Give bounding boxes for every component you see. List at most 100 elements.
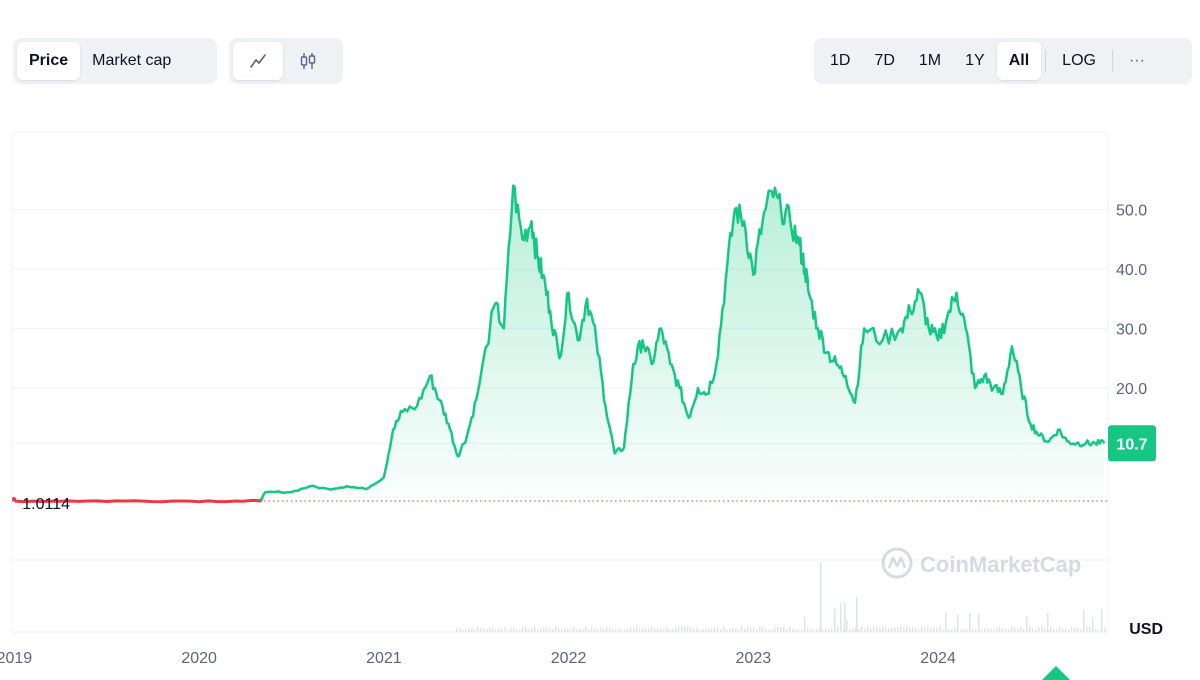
- volume-bar: [993, 629, 995, 632]
- y-tick-label: 50.0: [1116, 202, 1147, 219]
- tab-market-cap[interactable]: Market cap: [92, 52, 172, 69]
- volume-bar: [723, 626, 725, 632]
- volume-bar: [636, 626, 638, 632]
- volume-bar: [774, 627, 776, 632]
- volume-bar: [627, 628, 629, 632]
- volume-bar: [810, 628, 812, 632]
- volume-bar: [822, 629, 824, 632]
- volume-bar: [633, 627, 635, 632]
- volume-bar: [856, 597, 858, 632]
- volume-bar: [699, 629, 701, 632]
- volume-bar: [825, 627, 827, 632]
- volume-bar: [927, 627, 929, 632]
- volume-bar: [855, 627, 857, 632]
- volume-bar: [1059, 626, 1061, 632]
- scroll-handle-icon[interactable]: [1042, 666, 1070, 680]
- volume-bar: [813, 629, 815, 632]
- candlestick-button[interactable]: [283, 42, 333, 80]
- volume-bar: [879, 628, 881, 632]
- volume-bars: [456, 562, 1106, 632]
- volume-bar: [867, 626, 869, 632]
- volume-bar: [1044, 628, 1046, 632]
- volume-bar: [846, 619, 848, 632]
- volume-bar: [744, 628, 746, 632]
- volume-bar: [480, 627, 482, 632]
- volume-bar: [1104, 627, 1106, 632]
- volume-bar: [639, 628, 641, 632]
- metric-tabs: Price Market cap: [13, 38, 217, 84]
- volume-bar: [957, 614, 959, 632]
- range-1m[interactable]: 1M: [918, 52, 942, 69]
- volume-bar: [1026, 617, 1028, 632]
- volume-bar: [990, 628, 992, 632]
- volume-bar: [1095, 629, 1097, 632]
- volume-bar: [657, 628, 659, 632]
- volume-bar: [1101, 609, 1103, 632]
- volume-bar: [963, 629, 965, 632]
- volume-bar: [531, 628, 533, 632]
- log-scale-toggle[interactable]: LOG: [1062, 52, 1096, 69]
- volume-bar: [558, 628, 560, 632]
- volume-bar: [861, 626, 863, 632]
- volume-bar: [966, 629, 968, 632]
- volume-bar: [1020, 627, 1022, 632]
- volume-bar: [1017, 628, 1019, 632]
- line-chart-icon: [250, 54, 266, 68]
- volume-bar: [1071, 626, 1073, 632]
- volume-bar: [987, 628, 989, 632]
- x-tick-label: 2022: [551, 650, 587, 667]
- volume-bar: [570, 629, 572, 632]
- more-options-button[interactable]: ···: [1128, 52, 1145, 69]
- current-price-label: 10.7: [1116, 436, 1147, 453]
- volume-bar: [951, 629, 953, 632]
- volume-bar: [507, 629, 509, 632]
- volume-bar: [900, 626, 902, 632]
- volume-bar: [876, 627, 878, 632]
- volume-bar: [678, 626, 680, 632]
- tab-price[interactable]: Price: [17, 42, 81, 80]
- volume-bar: [747, 626, 749, 632]
- range-all[interactable]: All: [996, 42, 1042, 80]
- y-tick-label: 30.0: [1116, 321, 1147, 338]
- volume-bar: [465, 629, 467, 632]
- volume-bar: [870, 628, 872, 632]
- volume-bar: [687, 626, 689, 632]
- volume-bar: [603, 628, 605, 632]
- volume-bar: [1086, 626, 1088, 632]
- range-1y[interactable]: 1Y: [965, 52, 985, 69]
- volume-bar: [1029, 626, 1031, 632]
- volume-bar: [1089, 626, 1091, 632]
- volume-bar: [726, 629, 728, 632]
- volume-bar: [828, 628, 830, 632]
- volume-bar: [834, 608, 836, 632]
- volume-bar: [609, 627, 611, 632]
- volume-bar: [729, 628, 731, 632]
- volume-bar: [795, 629, 797, 632]
- volume-bar: [753, 628, 755, 632]
- volume-bar: [864, 628, 866, 632]
- volume-bar: [642, 628, 644, 632]
- volume-bar: [849, 629, 851, 632]
- volume-bar: [844, 602, 846, 632]
- volume-bar: [504, 627, 506, 632]
- volume-bar: [978, 613, 980, 632]
- price-line-above-reference: [259, 184, 1106, 502]
- volume-bar: [1047, 612, 1049, 632]
- x-tick-label: 2019: [0, 650, 32, 667]
- plot-frame: [11, 131, 1109, 633]
- volume-bar: [471, 627, 473, 632]
- volume-bar: [567, 628, 569, 632]
- volume-bar: [858, 628, 860, 632]
- volume-bar: [816, 629, 818, 632]
- range-7d[interactable]: 7D: [874, 52, 895, 69]
- volume-bar: [618, 628, 620, 632]
- volume-bar: [954, 627, 956, 632]
- volume-bar: [1032, 628, 1034, 632]
- volume-bar: [909, 627, 911, 632]
- volume-bar: [594, 628, 596, 632]
- line-chart-button[interactable]: [233, 42, 283, 80]
- volume-bar: [513, 628, 515, 632]
- range-1d[interactable]: 1D: [830, 52, 851, 69]
- volume-bar: [915, 628, 917, 632]
